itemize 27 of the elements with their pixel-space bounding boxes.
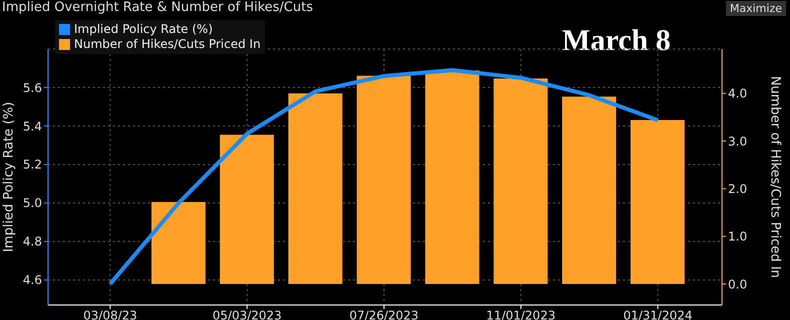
y-tick-label: 4.8 xyxy=(22,234,42,249)
chart-title: Implied Overnight Rate & Number of Hikes/Cuts xyxy=(2,0,313,15)
bar xyxy=(630,120,685,284)
y-tick-label: 4.6 xyxy=(22,273,42,288)
y2-tick-label: 3.0 xyxy=(728,134,748,148)
maximize-button: Maximize xyxy=(726,1,786,16)
y-tick-label: 5.2 xyxy=(22,158,42,172)
y2-tick-label: 0.0 xyxy=(728,277,748,292)
bar xyxy=(220,134,274,284)
bar xyxy=(494,78,548,284)
y-axis-title: Implied Policy Rate (%) xyxy=(2,102,17,252)
bar xyxy=(425,70,480,284)
legend-label: Implied Policy Rate (%) xyxy=(74,22,213,37)
bar xyxy=(562,96,616,284)
y2-axis-title: Number of Hikes/Cuts Priced In xyxy=(767,76,782,278)
bar xyxy=(288,93,342,284)
line-series xyxy=(108,68,660,286)
annotation: March 8 xyxy=(562,24,671,58)
y2-tick-label: 1.0 xyxy=(728,230,748,244)
y-tick-label: 5.0 xyxy=(22,196,42,210)
y-tick-label: 5.6 xyxy=(22,80,42,95)
y2-tick-label: 4.0 xyxy=(728,86,748,101)
y-tick-label: 5.4 xyxy=(22,119,42,134)
y2-tick-label: 2.0 xyxy=(728,182,748,196)
bar xyxy=(151,202,206,284)
bar xyxy=(356,76,411,284)
legend-label: Number of Hikes/Cuts Priced In xyxy=(74,37,261,52)
